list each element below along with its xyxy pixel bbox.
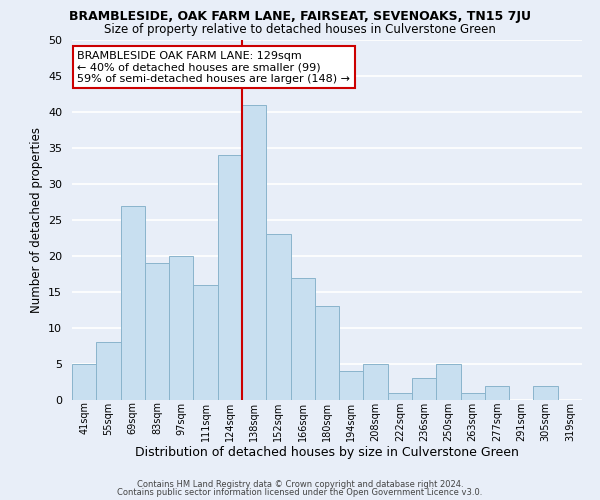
Bar	[121, 206, 145, 400]
Text: BRAMBLESIDE, OAK FARM LANE, FAIRSEAT, SEVENOAKS, TN15 7JU: BRAMBLESIDE, OAK FARM LANE, FAIRSEAT, SE…	[69, 10, 531, 23]
Y-axis label: Number of detached properties: Number of detached properties	[29, 127, 43, 313]
Bar	[290, 278, 315, 400]
Bar	[169, 256, 193, 400]
Bar	[412, 378, 436, 400]
Text: BRAMBLESIDE OAK FARM LANE: 129sqm
← 40% of detached houses are smaller (99)
59% : BRAMBLESIDE OAK FARM LANE: 129sqm ← 40% …	[77, 51, 350, 84]
Bar	[266, 234, 290, 400]
Bar	[485, 386, 509, 400]
Bar	[242, 105, 266, 400]
X-axis label: Distribution of detached houses by size in Culverstone Green: Distribution of detached houses by size …	[135, 446, 519, 460]
Text: Size of property relative to detached houses in Culverstone Green: Size of property relative to detached ho…	[104, 22, 496, 36]
Bar	[533, 386, 558, 400]
Text: Contains public sector information licensed under the Open Government Licence v3: Contains public sector information licen…	[118, 488, 482, 497]
Bar	[364, 364, 388, 400]
Bar	[436, 364, 461, 400]
Bar	[145, 263, 169, 400]
Bar	[461, 393, 485, 400]
Bar	[218, 155, 242, 400]
Bar	[315, 306, 339, 400]
Bar	[96, 342, 121, 400]
Bar	[339, 371, 364, 400]
Bar	[388, 393, 412, 400]
Text: Contains HM Land Registry data © Crown copyright and database right 2024.: Contains HM Land Registry data © Crown c…	[137, 480, 463, 489]
Bar	[193, 285, 218, 400]
Bar	[72, 364, 96, 400]
